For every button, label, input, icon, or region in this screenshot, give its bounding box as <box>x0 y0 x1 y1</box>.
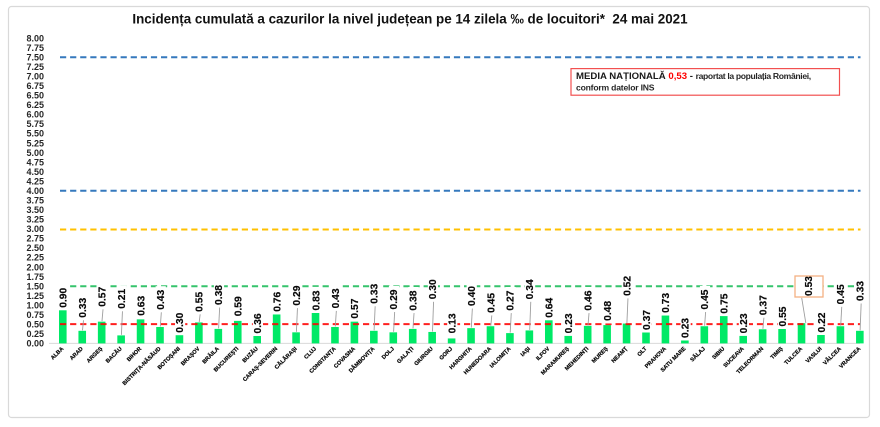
svg-text:2.25: 2.25 <box>26 253 44 263</box>
svg-text:0.45: 0.45 <box>836 284 847 304</box>
svg-text:0.57: 0.57 <box>350 298 361 318</box>
svg-text:6.00: 6.00 <box>26 110 44 120</box>
svg-text:MEDIA NAȚIONALĂ 0,53 - raporta: MEDIA NAȚIONALĂ 0,53 - raportat la popul… <box>576 71 811 82</box>
svg-text:0.37: 0.37 <box>758 295 769 315</box>
svg-text:conform datelor INS: conform datelor INS <box>576 82 655 92</box>
svg-text:3.00: 3.00 <box>26 224 44 234</box>
svg-text:0.33: 0.33 <box>856 281 867 301</box>
svg-text:4.75: 4.75 <box>26 157 44 167</box>
svg-text:3.50: 3.50 <box>26 205 44 215</box>
svg-text:3.75: 3.75 <box>26 196 44 206</box>
svg-text:0.45: 0.45 <box>700 289 711 309</box>
svg-text:7.00: 7.00 <box>26 72 44 82</box>
svg-text:1.75: 1.75 <box>26 272 44 282</box>
svg-text:0.37: 0.37 <box>642 310 653 330</box>
svg-text:7.25: 7.25 <box>26 62 44 72</box>
svg-text:Incidența cumulată a cazurilor: Incidența cumulată a cazurilor la nivel … <box>132 12 688 27</box>
svg-text:0.43: 0.43 <box>156 289 167 309</box>
svg-text:1.25: 1.25 <box>26 291 44 301</box>
svg-text:0.90: 0.90 <box>59 287 70 307</box>
svg-text:0.46: 0.46 <box>584 290 595 310</box>
svg-text:0.75: 0.75 <box>720 293 731 313</box>
svg-text:7.50: 7.50 <box>26 52 44 62</box>
svg-text:0.40: 0.40 <box>467 286 478 306</box>
svg-text:0.83: 0.83 <box>311 290 322 310</box>
svg-text:0.53: 0.53 <box>804 276 815 296</box>
svg-text:0.63: 0.63 <box>136 295 147 315</box>
svg-text:0.23: 0.23 <box>681 318 692 338</box>
svg-text:0.00: 0.00 <box>26 339 44 349</box>
svg-text:5.25: 5.25 <box>26 138 44 148</box>
svg-text:0.25: 0.25 <box>26 329 44 339</box>
svg-text:0.13: 0.13 <box>447 313 458 333</box>
svg-text:0.38: 0.38 <box>214 285 225 305</box>
svg-text:0.55: 0.55 <box>778 306 789 326</box>
svg-text:0.27: 0.27 <box>506 290 517 310</box>
svg-text:4.25: 4.25 <box>26 176 44 186</box>
svg-text:0.33: 0.33 <box>78 297 89 317</box>
svg-text:7.75: 7.75 <box>26 43 44 53</box>
svg-text:4.50: 4.50 <box>26 167 44 177</box>
svg-text:5.50: 5.50 <box>26 129 44 139</box>
svg-text:6.25: 6.25 <box>26 100 44 110</box>
svg-text:0.75: 0.75 <box>26 310 44 320</box>
svg-text:0.21: 0.21 <box>117 288 128 308</box>
svg-text:0.64: 0.64 <box>545 297 556 317</box>
svg-text:0.36: 0.36 <box>253 313 264 333</box>
svg-text:0.55: 0.55 <box>195 291 206 311</box>
svg-text:2.50: 2.50 <box>26 243 44 253</box>
svg-text:0.29: 0.29 <box>389 289 400 309</box>
svg-text:0.52: 0.52 <box>622 276 633 296</box>
svg-text:1.00: 1.00 <box>26 300 44 310</box>
svg-text:0.34: 0.34 <box>525 279 536 299</box>
svg-text:0.73: 0.73 <box>661 293 672 313</box>
svg-text:0.30: 0.30 <box>175 312 186 332</box>
svg-text:0.38: 0.38 <box>409 290 420 310</box>
svg-text:0.23: 0.23 <box>564 313 575 333</box>
svg-text:0.50: 0.50 <box>26 320 44 330</box>
svg-text:6.50: 6.50 <box>26 91 44 101</box>
svg-text:4.00: 4.00 <box>26 186 44 196</box>
svg-text:0.48: 0.48 <box>603 301 614 321</box>
svg-text:8.00: 8.00 <box>26 33 44 43</box>
svg-text:2.00: 2.00 <box>26 262 44 272</box>
svg-text:3.25: 3.25 <box>26 215 44 225</box>
svg-text:2.75: 2.75 <box>26 234 44 244</box>
svg-text:0.57: 0.57 <box>98 286 109 306</box>
svg-text:5.75: 5.75 <box>26 119 44 129</box>
svg-text:0.45: 0.45 <box>486 293 497 313</box>
svg-text:0.29: 0.29 <box>292 285 303 305</box>
svg-text:0.30: 0.30 <box>428 279 439 299</box>
svg-text:5.00: 5.00 <box>26 148 44 158</box>
svg-text:0.23: 0.23 <box>739 313 750 333</box>
svg-text:0.43: 0.43 <box>331 288 342 308</box>
svg-text:0.76: 0.76 <box>272 291 283 311</box>
svg-text:0.33: 0.33 <box>370 283 381 303</box>
svg-text:0.22: 0.22 <box>817 312 828 332</box>
svg-text:0.59: 0.59 <box>234 296 245 316</box>
svg-text:6.75: 6.75 <box>26 81 44 91</box>
svg-text:1.50: 1.50 <box>26 281 44 291</box>
